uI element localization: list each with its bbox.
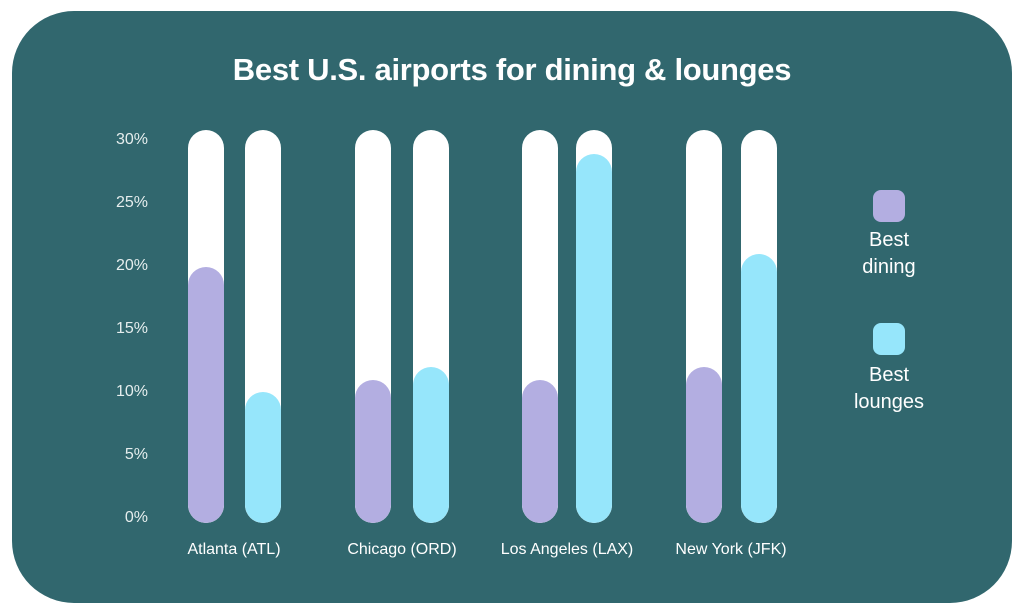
bar-jfk-lounges [741,254,777,523]
bar-atl-dining [188,266,224,523]
bar-track-jfk-lounges [741,130,777,523]
chart-title: Best U.S. airports for dining & lounges [232,52,792,87]
y-tick-25: 25% [115,194,148,211]
legend-dining-line2: dining [862,256,916,278]
x-label-lax: Los Angeles (LAX) [500,541,634,558]
legend-dining-line1: Best [868,229,910,251]
bar-track-lax-lounges [576,130,612,523]
x-label-atl: Atlanta (ATL) [187,541,281,558]
legend-lounges-line1: Best [868,364,910,386]
chart-card [12,11,1012,603]
bar-lax-lounges [576,153,612,523]
bar-atl-lounges [245,392,281,523]
legend-label-lounges: Best lounges [838,362,940,416]
bar-track-atl-dining [188,130,224,523]
bar-track-ord-lounges [413,130,449,523]
bar-track-ord-dining [355,130,391,523]
bar-ord-dining [355,379,391,523]
x-label-jfk: New York (JFK) [675,541,787,558]
y-tick-10: 10% [115,383,148,400]
bar-jfk-dining [686,367,722,523]
y-tick-0: 0% [124,509,148,526]
legend-lounges-line2: lounges [853,391,925,413]
bar-track-atl-lounges [245,130,281,523]
legend-swatch-lounges [873,323,905,355]
x-label-ord: Chicago (ORD) [347,541,457,558]
bar-lax-dining [522,379,558,523]
bar-ord-lounges [413,367,449,523]
legend-label-dining: Best dining [838,227,940,281]
y-tick-15: 15% [115,320,148,337]
y-tick-5: 5% [124,446,148,463]
legend-swatch-dining [873,190,905,222]
bar-track-lax-dining [522,130,558,523]
y-tick-20: 20% [115,257,148,274]
bar-track-jfk-dining [686,130,722,523]
y-tick-30: 30% [115,131,148,148]
